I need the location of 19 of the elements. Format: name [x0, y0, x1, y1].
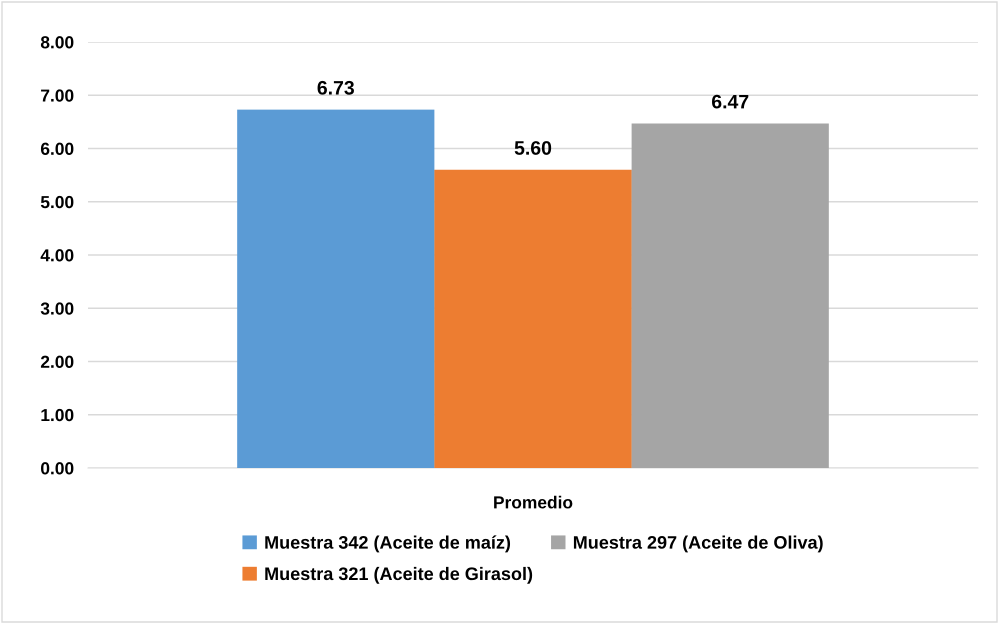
y-tick-label: 5.00 [40, 196, 74, 208]
data-label: 6.47 [712, 94, 748, 109]
y-tick-label: 8.00 [40, 36, 74, 48]
legend-label: Muestra 297 (Aceite de Oliva) [574, 536, 823, 552]
bar [632, 123, 829, 468]
legend-label: Muestra 321 (Aceite de Girasol) [265, 566, 532, 584]
legend-label: Muestra 342 (Aceite de maíz) [265, 535, 510, 552]
y-tick-label: 4.00 [40, 249, 74, 262]
bar [434, 170, 632, 468]
y-tick-label: 0.00 [41, 462, 74, 474]
data-label: 6.73 [318, 80, 354, 95]
y-tick-label: 6.00 [40, 142, 74, 155]
x-tick-label: Promedio [494, 496, 572, 509]
y-tick-label: 1.00 [41, 408, 74, 422]
data-label: 5.60 [514, 141, 552, 155]
y-tick-label: 3.00 [40, 302, 74, 315]
y-tick-label: 7.00 [41, 89, 74, 102]
bar [237, 110, 434, 468]
y-tick-label: 2.00 [40, 356, 74, 368]
